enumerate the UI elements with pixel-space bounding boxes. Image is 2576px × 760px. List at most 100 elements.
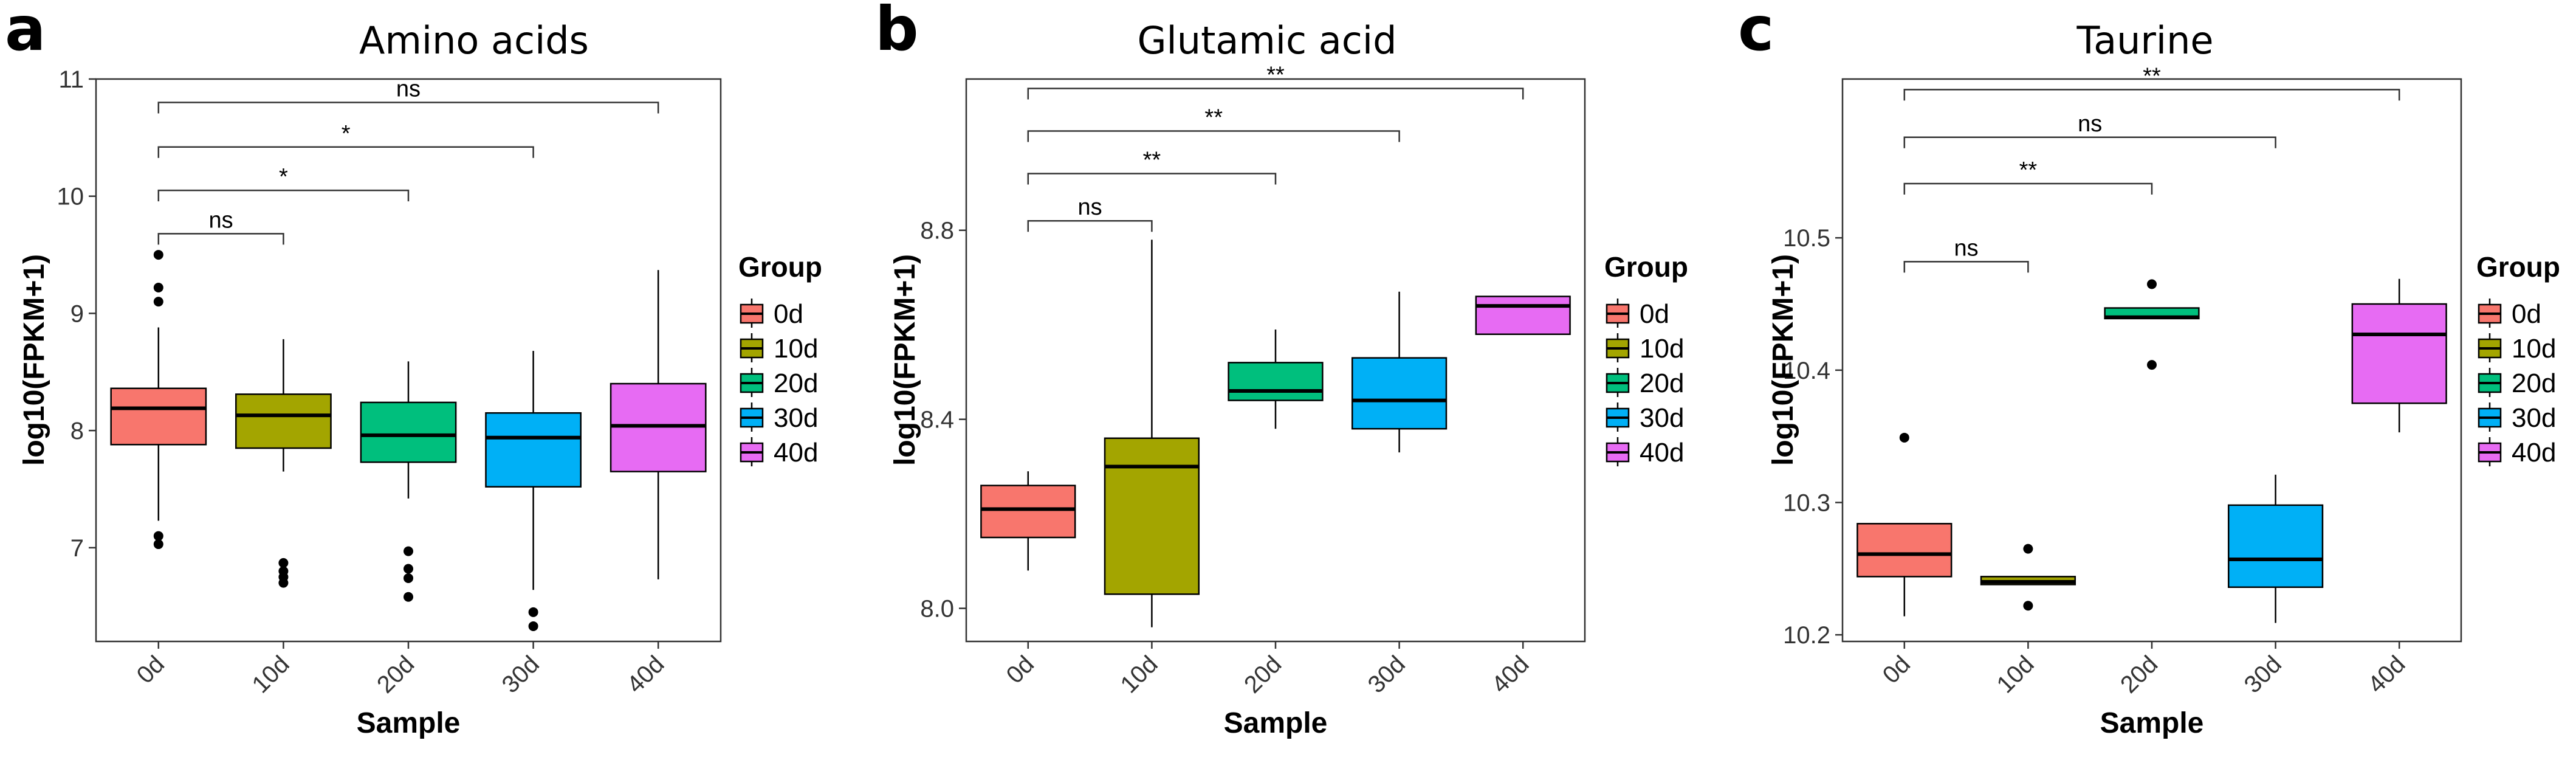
significance-bracket (157, 146, 534, 158)
significance-label: ns (1954, 235, 1979, 261)
legend-label: 30d (1640, 403, 1684, 433)
panel-title: Amino acids (359, 18, 589, 63)
outlier-point (404, 546, 413, 556)
box-40d (610, 270, 707, 579)
significance-label: ** (1204, 105, 1223, 131)
box-0d (980, 471, 1076, 571)
significance-bracket (157, 189, 410, 202)
outlier-point (153, 283, 163, 293)
legend-key-0d (740, 299, 764, 328)
significance-bracket (1903, 261, 2029, 273)
x-tick-label: 0d (1001, 651, 1040, 689)
x-axis-title: Sample (2100, 707, 2204, 739)
legend-title: Group (738, 251, 822, 283)
x-axis-title: Sample (357, 707, 461, 739)
x-tick-label: 40d (1486, 651, 1534, 698)
legend-label: 10d (1640, 334, 1684, 364)
legend-label: 0d (774, 299, 803, 329)
box-body (1228, 362, 1324, 401)
legend-key-30d (1606, 402, 1630, 432)
legend-key-0d (2478, 299, 2502, 328)
significance-label: * (279, 164, 288, 190)
legend-title: Group (2476, 251, 2560, 283)
significance-bracket (1903, 89, 2400, 101)
panel-letter: c (1738, 0, 1774, 64)
box-10d (1980, 544, 2076, 611)
box-20d (1228, 329, 1324, 429)
box-body (235, 393, 332, 449)
legend-key-10d (1606, 333, 1630, 362)
box-10d (235, 339, 332, 588)
x-tick-label: 40d (2363, 651, 2410, 698)
box-40d (1475, 295, 1571, 335)
legend-key-40d (740, 437, 764, 466)
panel-a: a Amino acids 7 8 9 10 11 log10(FPKM+1) 0d 10d 20d… (5, 0, 822, 739)
outlier-point (528, 621, 538, 631)
panel-b: b Glutamic acid 8.0 8.4 8.8 log10(FPKM+1) 0d 10… (875, 0, 1688, 739)
y-tick-label: 7 (70, 535, 84, 562)
legend-label: 30d (2512, 403, 2556, 433)
x-tick-label: 40d (622, 651, 669, 698)
outlier-point (2147, 360, 2157, 370)
legend-key-10d (740, 333, 764, 362)
significance-bracket (157, 233, 284, 245)
legend-title: Group (1604, 251, 1688, 283)
y-tick-label: 8 (70, 418, 84, 444)
panel-letter: a (5, 0, 46, 64)
legend: Group 0d 10d 20d 30d 40d (738, 251, 822, 468)
legend-label: 40d (2512, 438, 2556, 468)
outlier-point (153, 531, 163, 541)
significance-label: ns (396, 77, 421, 102)
outlier-point (1899, 432, 1909, 443)
significance-bracket (1027, 88, 1524, 100)
y-tick-label: 10.4 (1783, 358, 1830, 384)
legend-label: 20d (774, 368, 818, 398)
outlier-point (153, 250, 163, 260)
panel-letter: b (875, 0, 919, 64)
plot-frame (95, 78, 722, 643)
y-axis-title: log10(FPKM+1) (18, 254, 50, 466)
box-body (1104, 437, 1200, 595)
box-body (1856, 523, 1953, 578)
y-axis-title: log10(FPKM+1) (1767, 254, 1799, 466)
box-40d (2351, 278, 2447, 433)
outlier-point (2147, 279, 2157, 289)
legend-label: 10d (774, 334, 818, 364)
y-tick-label: 8.8 (920, 218, 954, 244)
legend-label: 10d (2512, 334, 2556, 364)
x-tick-label: 10d (1115, 651, 1163, 698)
legend-key-40d (1606, 437, 1630, 466)
box-body (1351, 357, 1448, 430)
significance-label: ** (2019, 157, 2038, 183)
legend-key-30d (2478, 402, 2502, 432)
box-30d (1351, 291, 1448, 453)
outlier-point (153, 539, 163, 550)
legend-key-40d (2478, 437, 2502, 466)
box-body (2227, 504, 2324, 589)
legend-label: 20d (1640, 368, 1684, 398)
significance-label: ns (1078, 195, 1102, 220)
x-tick-label: 10d (1991, 651, 2039, 698)
significance-label: ns (2078, 111, 2102, 137)
x-tick-label: 0d (1878, 651, 1916, 689)
legend-label: 40d (774, 438, 818, 468)
x-tick-label: 30d (1363, 651, 1410, 698)
box-0d (110, 250, 207, 550)
significance-label: ** (1266, 63, 1285, 88)
box-20d (360, 361, 457, 602)
legend: Group 0d 10d 20d 30d 40d (2476, 251, 2560, 468)
panel-title: Glutamic acid (1138, 18, 1397, 63)
legend-label: 30d (774, 403, 818, 433)
significance-bracket (1027, 173, 1277, 185)
x-tick-label: 20d (1239, 651, 1286, 698)
significance-label: ns (209, 207, 233, 233)
outlier-point (153, 297, 163, 307)
y-tick-label: 10 (57, 184, 84, 210)
box-body (980, 485, 1076, 539)
y-tick-label: 10.3 (1783, 489, 1830, 516)
legend-label: 0d (2512, 299, 2541, 329)
outlier-point (278, 566, 289, 576)
outlier-point (2023, 601, 2033, 611)
